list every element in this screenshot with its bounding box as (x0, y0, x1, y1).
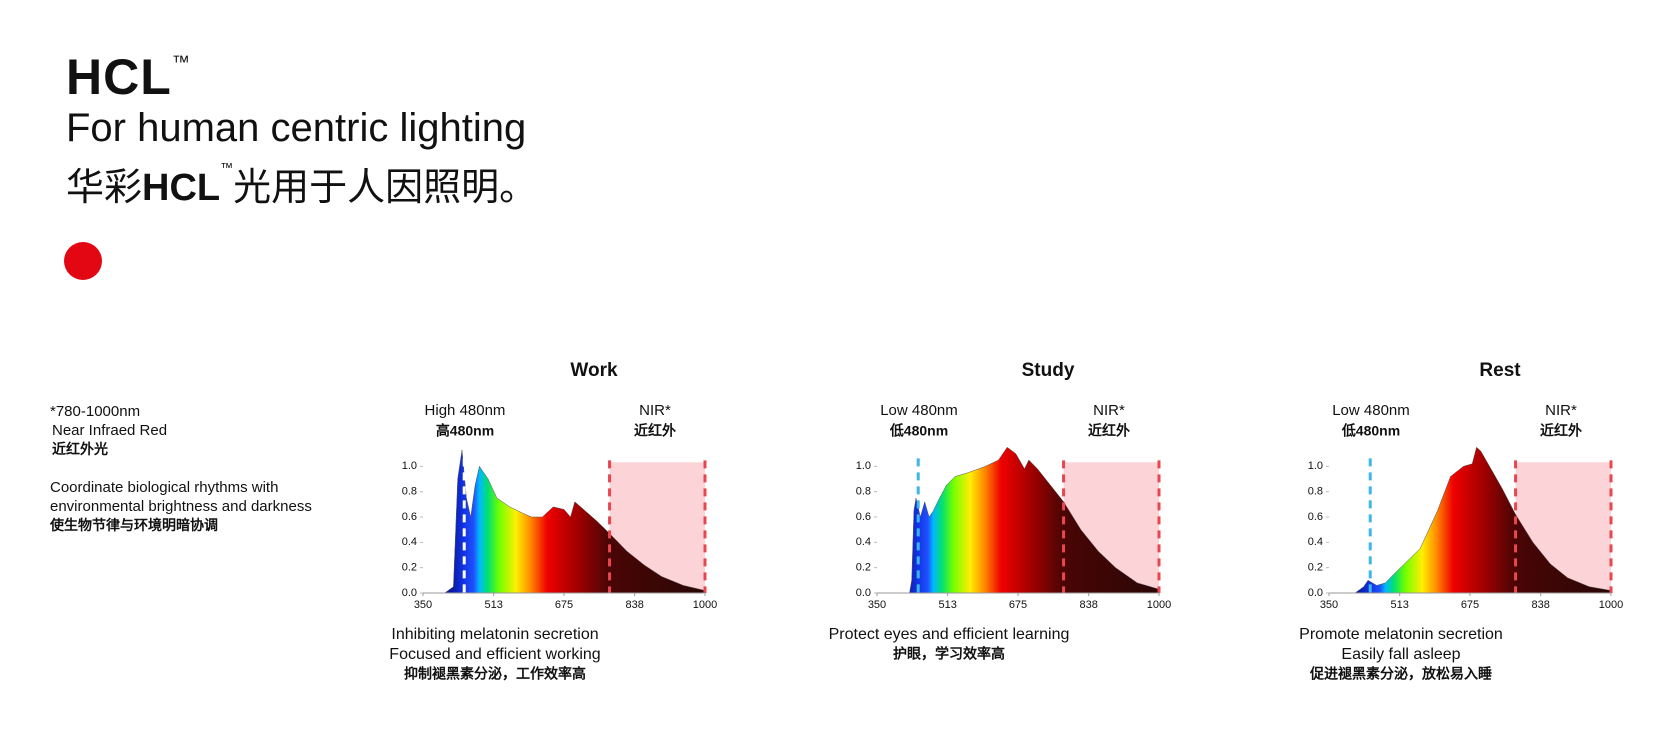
subtitle: For human centric lighting (66, 106, 527, 150)
y-tick-label: 0.8 (1308, 486, 1323, 498)
x-tick-label: 675 (1009, 599, 1027, 611)
caption: Promote melatonin secretion (1299, 626, 1503, 643)
chart-title: Study (1022, 360, 1075, 381)
y-tick-label: 1.0 (1308, 460, 1323, 472)
y-tick-label: 0.4 (402, 536, 417, 548)
y-tick-label: 0.2 (856, 562, 871, 574)
spectrum-area (423, 449, 706, 594)
caption: 抑制褪黑素分泌，工作效率高 (404, 666, 586, 682)
annotation: 低480nm (1341, 423, 1400, 439)
spectrum-area (1329, 446, 1612, 594)
caption: 护眼，学习效率高 (893, 646, 1005, 662)
spectrum-area (877, 446, 1160, 594)
y-tick-label: 0.2 (1308, 562, 1323, 574)
title: HCL™ (66, 48, 191, 106)
x-tick-label: 350 (1320, 599, 1338, 611)
x-tick-label: 838 (1080, 599, 1098, 611)
red-dot (64, 242, 102, 280)
cn-brand: HCL (142, 167, 221, 209)
x-tick-label: 1000 (1599, 599, 1623, 611)
y-tick-label: 0.8 (856, 486, 871, 498)
x-tick-label: 1000 (693, 599, 717, 611)
x-tick-label: 513 (485, 599, 503, 611)
annotation: 近红外 (634, 423, 676, 439)
subtitle-cn: 华彩HCL™光用于人因照明。 (66, 156, 537, 211)
y-tick-label: 0.6 (402, 511, 417, 523)
chart-title: Rest (1479, 360, 1521, 381)
caption: Focused and efficient working (389, 646, 600, 663)
y-tick-label: 0.4 (856, 536, 871, 548)
chart-title: Work (570, 360, 618, 381)
y-tick-label: 1.0 (856, 460, 871, 472)
y-tick-label: 0.8 (402, 486, 417, 498)
annotation: NIR* (1545, 402, 1577, 419)
annotation: 低480nm (889, 423, 948, 439)
title-text: HCL (66, 49, 172, 105)
y-tick-label: 0.0 (856, 587, 871, 599)
caption: Inhibiting melatonin secretion (391, 626, 598, 643)
y-tick-label: 0.6 (856, 511, 871, 523)
annotation: 近红外 (1540, 423, 1582, 439)
caption: 促进褪黑素分泌，放松易入睡 (1309, 666, 1492, 682)
annotation: NIR* (639, 402, 671, 419)
annotation: Low 480nm (1332, 402, 1410, 419)
annotation: NIR* (1093, 402, 1125, 419)
note-line: environmental brightness and darkness (50, 498, 312, 515)
cn-suffix: 光用于人因照明。 (233, 167, 538, 209)
x-tick-label: 513 (1391, 599, 1409, 611)
y-tick-label: 0.0 (402, 587, 417, 599)
annotation: 近红外 (1088, 423, 1130, 439)
y-tick-label: 0.2 (402, 562, 417, 574)
x-tick-label: 513 (939, 599, 957, 611)
x-tick-label: 675 (1461, 599, 1479, 611)
cn-prefix: 华彩 (66, 167, 143, 209)
y-tick-label: 0.6 (1308, 511, 1323, 523)
note-line: 使生物节律与环境明暗协调 (50, 517, 218, 533)
note-line: 近红外光 (52, 441, 108, 457)
y-tick-label: 0.4 (1308, 536, 1323, 548)
note: *780-1000nm Near Infraed Red 近红外光 Coordi… (50, 402, 312, 535)
y-tick-label: 0.0 (1308, 587, 1323, 599)
x-tick-label: 838 (626, 599, 644, 611)
note-line: Near Infraed Red (52, 422, 168, 439)
caption: Protect eyes and efficient learning (829, 626, 1070, 643)
annotation: Low 480nm (880, 402, 958, 419)
x-tick-label: 1000 (1147, 599, 1171, 611)
note-line: Coordinate biological rhythms with (50, 479, 279, 496)
trademark: ™ (171, 52, 191, 72)
annotation: 高480nm (436, 423, 494, 439)
x-tick-label: 675 (555, 599, 573, 611)
x-tick-label: 350 (868, 599, 886, 611)
y-tick-label: 1.0 (402, 460, 417, 472)
x-tick-label: 350 (414, 599, 432, 611)
note-line: *780-1000nm (50, 403, 141, 420)
x-tick-label: 838 (1532, 599, 1550, 611)
trademark: ™ (220, 160, 234, 175)
annotation: High 480nm (425, 402, 506, 419)
caption: Easily fall asleep (1341, 646, 1460, 663)
